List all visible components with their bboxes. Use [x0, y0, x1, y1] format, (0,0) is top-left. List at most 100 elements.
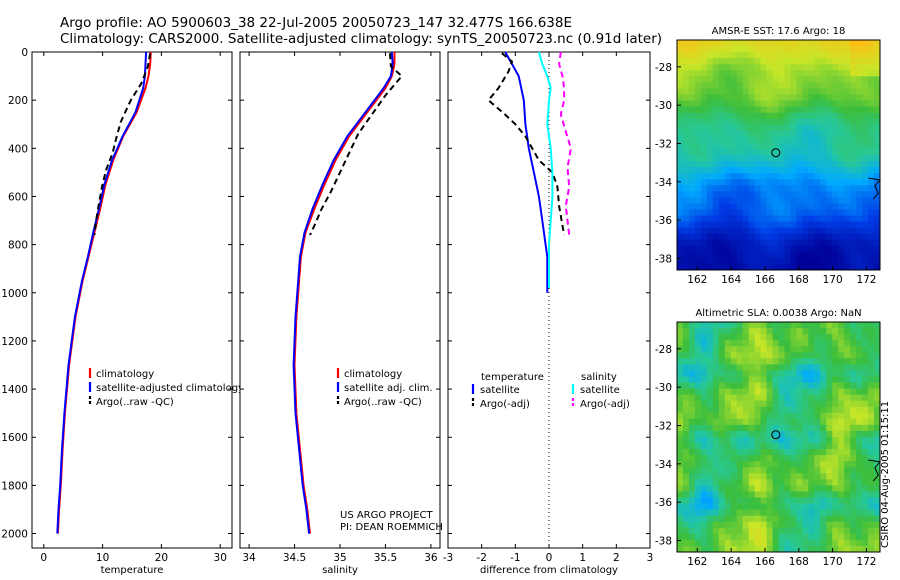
map-cell	[784, 167, 791, 174]
map-cell	[874, 257, 881, 265]
map-cell	[754, 245, 761, 253]
map-cell	[772, 346, 779, 353]
map-cell	[778, 485, 785, 492]
map-cell	[868, 437, 875, 444]
map-cell	[820, 167, 827, 174]
map-cell	[850, 173, 857, 180]
map-cell	[802, 185, 809, 192]
map-cell	[742, 215, 750, 222]
map-cell	[790, 491, 797, 498]
map-cell	[808, 40, 815, 47]
map-cell	[712, 479, 720, 486]
map-cell	[754, 412, 761, 420]
map-cell	[784, 545, 791, 553]
map-cell	[802, 334, 809, 341]
map-cell	[718, 155, 726, 162]
map-cell	[706, 245, 714, 253]
map-cell	[760, 364, 767, 371]
map-cell	[826, 70, 833, 77]
map-cell	[706, 406, 714, 414]
map-cell	[838, 370, 845, 377]
map-cell	[862, 491, 869, 498]
map-cell	[724, 521, 732, 529]
map-cell	[844, 515, 851, 523]
map-cell	[736, 400, 744, 408]
map-cell	[677, 100, 684, 107]
map-cell	[826, 257, 833, 265]
map-cell	[772, 263, 779, 271]
map-cell	[682, 215, 690, 222]
map-cell	[712, 418, 720, 426]
map-cell	[826, 455, 833, 462]
map-cell	[850, 142, 857, 150]
map-cell	[856, 88, 863, 95]
map-cell	[784, 364, 791, 371]
map-cell	[850, 358, 857, 365]
map-cell	[677, 527, 684, 535]
map-cell	[808, 430, 815, 438]
map-cell	[838, 58, 845, 65]
legend-entry: Argo(-adj)	[480, 399, 530, 410]
map-cell	[826, 64, 833, 71]
map-cell	[718, 340, 726, 347]
map-cell	[766, 215, 773, 222]
map-cell	[838, 76, 845, 83]
map-cell	[814, 94, 821, 101]
map-cell	[730, 203, 738, 210]
map-cell	[838, 161, 845, 168]
series-line-satellite	[292, 51, 394, 534]
map-cell	[874, 251, 881, 259]
map-cell	[766, 449, 773, 456]
map-cell	[748, 521, 756, 529]
map-cell	[748, 185, 756, 192]
map-cell	[814, 394, 821, 402]
map-cell	[790, 346, 797, 353]
map-cell	[730, 545, 738, 553]
map-cell	[754, 406, 761, 414]
map-cell	[724, 191, 732, 198]
map-cell	[856, 515, 863, 523]
map-cell	[784, 430, 791, 438]
map-cell	[796, 449, 803, 456]
map-cell	[856, 167, 863, 174]
map-cell	[730, 130, 738, 138]
map-cell	[844, 334, 851, 341]
map-cell	[724, 394, 732, 402]
map-cell	[760, 58, 767, 65]
map-cell	[868, 52, 875, 59]
map-cell	[712, 185, 720, 192]
map-cell	[802, 251, 809, 259]
map-cell	[796, 364, 803, 371]
map-cell	[772, 449, 779, 456]
map-cell	[766, 52, 773, 59]
map-cell	[712, 130, 720, 138]
map-cell	[844, 197, 851, 204]
map-cell	[682, 191, 690, 198]
map-cell	[688, 521, 696, 529]
map-cell	[742, 161, 750, 168]
map-cell	[808, 527, 815, 535]
map-cell	[844, 394, 851, 402]
map-cell	[730, 161, 738, 168]
map-cell	[850, 449, 857, 456]
map-cell	[724, 58, 732, 65]
map-cell	[778, 100, 785, 107]
map-cell	[832, 473, 839, 480]
map-cell	[832, 82, 839, 89]
map-cell	[826, 503, 833, 511]
map-cell	[688, 479, 696, 486]
map-cell	[868, 161, 875, 168]
map-cell	[724, 209, 732, 216]
map-cell	[712, 424, 720, 432]
map-cell	[862, 112, 869, 120]
map-cell	[754, 430, 761, 438]
map-cell	[718, 509, 726, 517]
map-cell	[694, 263, 702, 271]
map-cell	[760, 467, 767, 474]
map-cell	[796, 328, 803, 335]
map-cell	[772, 100, 779, 107]
map-cell	[736, 161, 744, 168]
map-cell	[796, 533, 803, 541]
map-cell	[838, 533, 845, 541]
map-cell	[862, 58, 869, 65]
